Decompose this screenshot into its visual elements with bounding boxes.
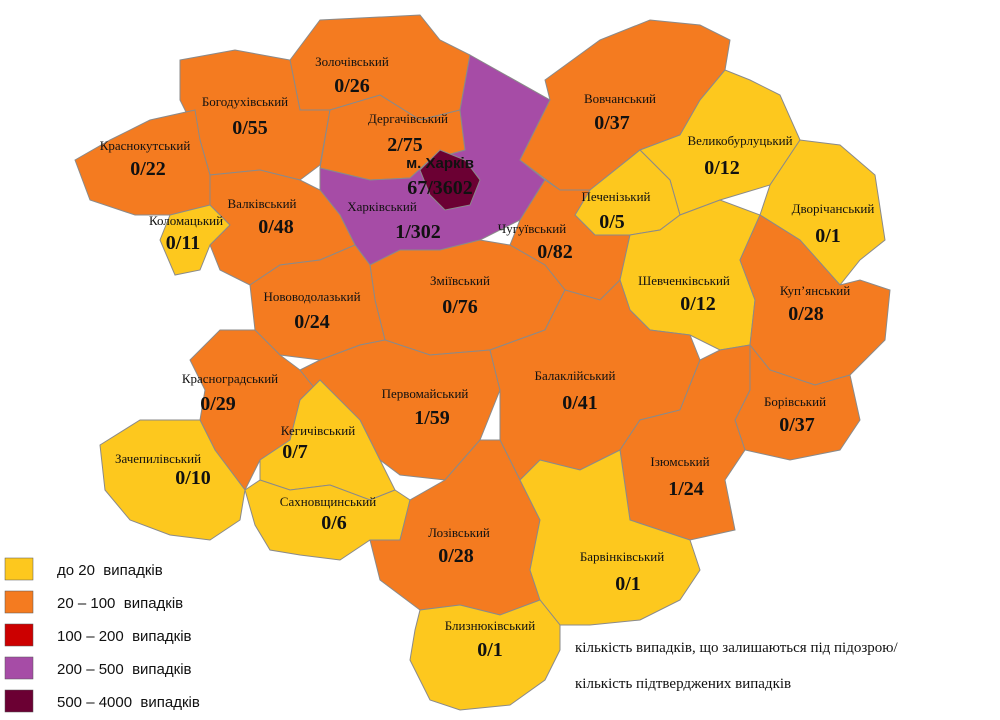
district-name: Балаклійський xyxy=(535,368,616,383)
district-name: Нововодолазький xyxy=(263,289,360,304)
district-name: Валківський xyxy=(228,196,297,211)
district xyxy=(99,419,246,541)
district-name: Зачепилівський xyxy=(115,451,201,466)
district-name: Печенізький xyxy=(581,189,650,204)
note: кількість підтверджених випадків xyxy=(575,676,791,692)
district-name: Богодухівський xyxy=(202,94,288,109)
note: кількість випадків, що залишаються під п… xyxy=(575,640,898,656)
district-name: Сахновщинський xyxy=(280,494,376,509)
district-value: 0/1 xyxy=(615,573,641,595)
district-name: Ізюмський xyxy=(650,454,709,469)
district-value: 0/28 xyxy=(788,303,824,325)
district-value: 0/37 xyxy=(594,112,630,134)
district-name: Чугуївський xyxy=(498,221,566,236)
district-value: 0/5 xyxy=(599,211,625,233)
legend-label: 200 – 500 випадків xyxy=(57,661,192,678)
district-value: 0/29 xyxy=(200,393,236,415)
district xyxy=(519,449,701,626)
district-name: Кегичівський xyxy=(281,423,355,438)
city-name: м. Харків xyxy=(406,155,474,172)
district-value: 1/302 xyxy=(395,221,441,243)
legend-label: 100 – 200 випадків xyxy=(57,628,192,645)
district-name: Дворічанський xyxy=(792,201,875,216)
district-value: 0/1 xyxy=(477,639,503,661)
district-name: Борівський xyxy=(764,394,826,409)
district-name: Дергачівський xyxy=(368,111,448,126)
district-value: 0/37 xyxy=(779,414,815,436)
legend-swatch xyxy=(4,590,34,614)
legend-swatch xyxy=(4,623,34,647)
legend-label: до 20 випадків xyxy=(57,562,163,579)
district-name: Барвінківський xyxy=(580,549,664,564)
district-name: Краснокутський xyxy=(100,138,191,153)
district xyxy=(619,344,751,541)
legend-label: 500 – 4000 випадків xyxy=(57,694,200,711)
district xyxy=(409,599,561,711)
legend-swatch xyxy=(4,656,34,680)
district-value: 0/48 xyxy=(258,216,294,238)
district-name: Куп’янський xyxy=(780,283,850,298)
district-value: 0/12 xyxy=(704,157,740,179)
district-value: 0/41 xyxy=(562,392,598,414)
district-name: Красноградський xyxy=(182,371,278,386)
district-value: 0/22 xyxy=(130,158,166,180)
district-name: Харківський xyxy=(347,199,417,214)
district-name: Близнюківський xyxy=(445,618,536,633)
district-value: 0/82 xyxy=(537,241,573,263)
district xyxy=(419,149,481,211)
district-name: Первомайський xyxy=(382,386,469,401)
district-name: Великобурлуцький xyxy=(687,133,792,148)
district-value: 0/10 xyxy=(175,467,211,489)
legend-label: 20 – 100 випадків xyxy=(57,595,183,612)
district-value: 67/3602 xyxy=(407,177,473,199)
district-name: Зміївський xyxy=(430,273,490,288)
district-name: Лозівський xyxy=(428,525,490,540)
district-value: 2/75 xyxy=(387,134,423,156)
district-value: 0/1 xyxy=(815,225,841,247)
district xyxy=(639,69,801,216)
legend-swatch xyxy=(4,689,34,713)
district-value: 0/7 xyxy=(282,441,308,463)
district-value: 1/59 xyxy=(414,407,450,429)
district-value: 0/24 xyxy=(294,311,330,333)
legend-swatch xyxy=(4,557,34,581)
district-value: 0/11 xyxy=(166,232,200,254)
district-name: Коломацький xyxy=(149,213,223,228)
district-name: Шевченківський xyxy=(638,273,730,288)
district-value: 0/55 xyxy=(232,117,268,139)
district-value: 1/24 xyxy=(668,478,704,500)
district-value: 0/6 xyxy=(321,512,347,534)
district-value: 0/28 xyxy=(438,545,474,567)
district-value: 0/12 xyxy=(680,293,716,315)
district-name: Золочівський xyxy=(315,54,389,69)
district-value: 0/76 xyxy=(442,296,478,318)
district-value: 0/26 xyxy=(334,75,370,97)
district-name: Вовчанський xyxy=(584,91,656,106)
